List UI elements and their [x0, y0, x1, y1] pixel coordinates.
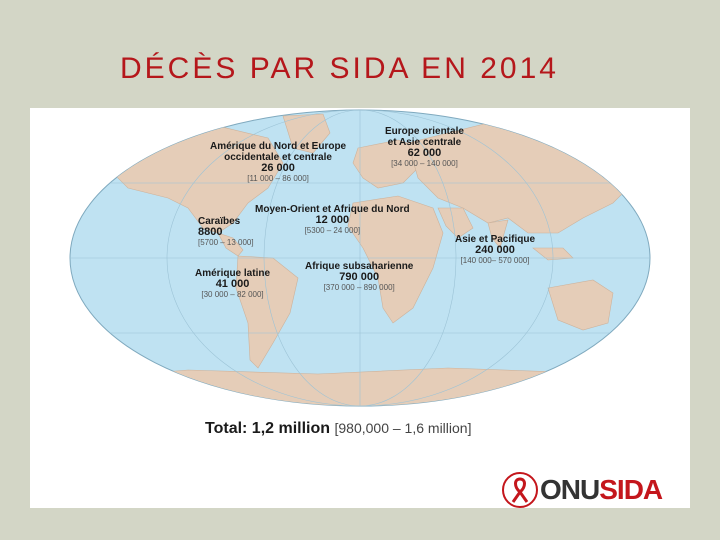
region-label-middle-east-north-africa: Moyen-Orient et Afrique du Nord 12 000 […: [255, 204, 410, 235]
region-label-latin-america: Amérique latine 41 000 [30 000 – 82 000]: [195, 268, 271, 299]
total-label: Total: 1,2 million: [205, 420, 331, 437]
region-label-sub-saharan-africa: Afrique subsaharienne 790 000 [370 000 –…: [305, 261, 414, 292]
region-label-caribbean: Caraïbes 8800 [5700 – 13 000]: [198, 216, 254, 247]
region-label-eastern-europe-central-asia: Europe orientale et Asie centrale 62 000…: [385, 126, 464, 168]
content-panel: Amérique du Nord et Europe occidentale e…: [30, 108, 690, 508]
region-label-north-america-western-europe: Amérique du Nord et Europe occidentale e…: [210, 141, 347, 183]
total-range: [980,000 – 1,6 million]: [334, 420, 472, 436]
region-label-asia-pacific: Asie et Pacifique 240 000 [140 000– 570 …: [455, 234, 536, 265]
logo-text-sida: SIDA: [599, 474, 663, 505]
map-graticule: [70, 110, 650, 406]
red-ribbon-icon: [502, 472, 538, 508]
onusida-logo: ONU SIDA: [500, 470, 663, 510]
total-deaths: Total: 1,2 million [980,000 – 1,6 millio…: [205, 420, 471, 438]
slide-title: DÉCÈS PAR SIDA EN 2014: [120, 52, 559, 85]
logo-text-onu: ONU: [540, 474, 600, 505]
world-map: [69, 109, 651, 407]
